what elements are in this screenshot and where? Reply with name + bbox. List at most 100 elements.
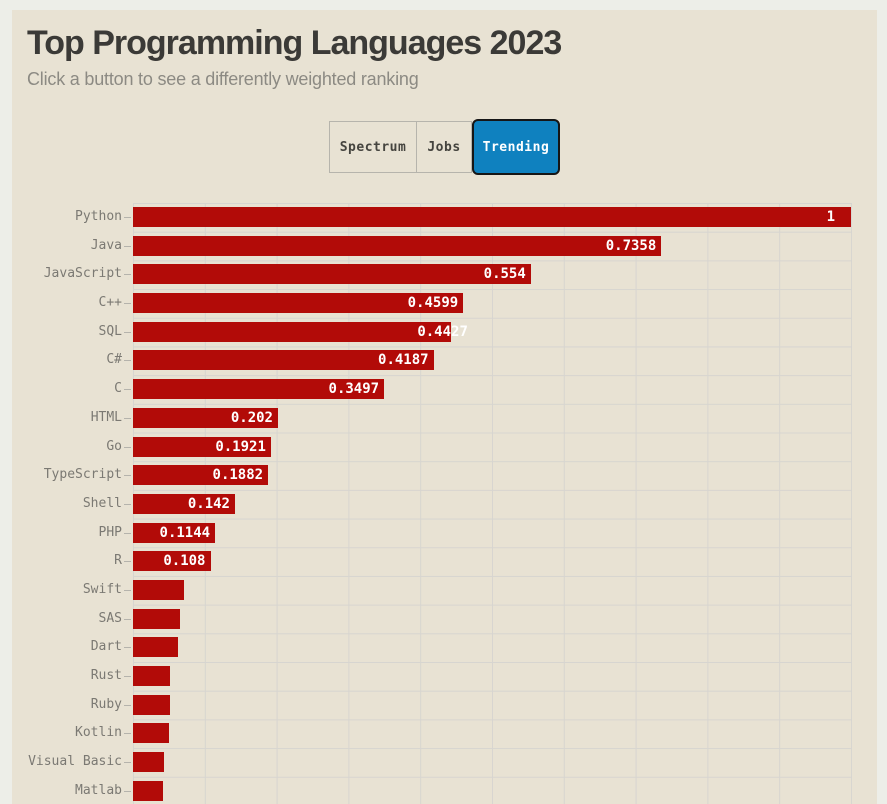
axis-tick-mark (124, 475, 131, 477)
bar-sas (133, 608, 181, 629)
chart-row-html: HTML 0.202 (91, 404, 852, 433)
axis-tick-mark (124, 417, 131, 419)
y-axis-label: Visual Basic (28, 754, 122, 770)
axis-tick-mark (124, 446, 131, 448)
bar-matlab (133, 780, 164, 801)
chart-row-go: Go 0.1921 (106, 433, 852, 462)
axis-tick-mark (124, 532, 131, 534)
y-axis-label: Python (75, 209, 122, 224)
bar-javascript: 0.554 (133, 264, 531, 285)
y-axis-label: C (114, 381, 122, 397)
axis-tick-mark (124, 733, 131, 735)
axis-tick-mark (124, 790, 131, 792)
page-title: Top Programming Languages 2023 (27, 24, 562, 62)
y-axis-label: Shell (82, 495, 122, 511)
axis-tick-mark (124, 303, 131, 305)
weighting-button-group: Spectrum Jobs Trending (12, 119, 877, 175)
y-axis-label: Ruby (90, 696, 122, 712)
chart-row-python: Python 1 (75, 203, 852, 232)
chart-row-c: C 0.3497 (114, 375, 852, 404)
chart-row-c: C# 0.4187 (106, 346, 852, 375)
y-axis-label: TypeScript (43, 467, 122, 483)
page-subtitle: Click a button to see a differently weig… (27, 69, 419, 89)
bar-value-label: 1 (826, 209, 835, 225)
unselected-buttons: Spectrum Jobs (328, 121, 472, 173)
y-axis-label: PHP (98, 524, 122, 540)
bar-java: 0.7358 (133, 235, 662, 256)
y-axis-label: HTML (90, 409, 122, 425)
spectrum-button[interactable]: Spectrum (328, 121, 418, 173)
axis-tick-mark (124, 618, 131, 620)
bar-rust (133, 666, 171, 686)
bar-kotlin (133, 723, 169, 744)
y-axis-label: Rust (90, 668, 122, 683)
bar-r: 0.108 (133, 551, 211, 572)
y-axis-label: Dart (90, 639, 122, 655)
bar-go: 0.1921 (133, 436, 271, 457)
chart-row-ruby: Ruby (91, 691, 852, 720)
y-axis-label: Go (106, 438, 122, 454)
y-axis-label: Matlab (75, 782, 122, 798)
chart-row-shell: Shell 0.142 (83, 490, 852, 519)
chart-row-sql: SQL 0.4427 (99, 318, 852, 347)
bar-dart (133, 637, 178, 658)
axis-tick-mark (124, 389, 131, 391)
axis-tick-mark (124, 676, 131, 677)
y-axis-label: Java (90, 237, 122, 253)
axis-tick-mark (124, 245, 131, 247)
bar-python: 1 (133, 207, 851, 227)
bar-visual-basic (133, 752, 164, 773)
y-axis-label: SQL (98, 323, 122, 339)
bar-c: 0.4599 (133, 293, 464, 314)
y-axis-label: C# (106, 352, 122, 368)
axis-tick-mark (124, 217, 131, 218)
page-content: Top Programming Languages 2023 Click a b… (12, 10, 877, 804)
axis-tick-mark (124, 704, 131, 706)
chart-row-c: C++ 0.4599 (99, 289, 852, 318)
bar-sql: 0.4427 (133, 321, 468, 342)
chart-row-rust: Rust (91, 662, 852, 691)
bar-value-label: 0.4187 (378, 352, 429, 369)
axis-tick-mark (124, 503, 131, 505)
axis-tick-mark (124, 331, 131, 333)
chart-row-typescript: TypeScript 0.1882 (44, 461, 852, 490)
bar-php: 0.1144 (133, 522, 216, 543)
y-axis-label: C++ (98, 295, 122, 311)
bar-ruby (133, 694, 170, 715)
bar-value-label: 0.1921 (215, 438, 266, 455)
chart-row-java: Java 0.7358 (91, 232, 852, 261)
bar-value-label: 0.4427 (417, 323, 468, 340)
axis-tick-mark (124, 589, 131, 591)
chart-row-javascript: JavaScript 0.554 (44, 260, 852, 289)
axis-tick-mark (124, 561, 131, 563)
axis-tick-mark (124, 360, 131, 362)
bar-value-label: 0.1882 (212, 467, 264, 484)
bar-value-label: 0.554 (483, 266, 526, 283)
bar-value-label: 0.1144 (159, 524, 211, 541)
bar-value-label: 0.202 (230, 409, 273, 426)
bar-value-label: 0.4599 (407, 295, 459, 312)
chart-row-visual-basic: Visual Basic (28, 748, 852, 777)
bar-value-label: 0.3497 (328, 381, 380, 398)
bar-value-label: 0.108 (163, 553, 206, 570)
chart-rows: Python 1 Java 0.7358 JavaScript 0.554 C++ 0.459… (28, 203, 852, 804)
axis-tick-mark (124, 647, 131, 649)
axis-tick-mark (124, 762, 131, 764)
bar-value-label: 0.7358 (605, 237, 657, 254)
chart-row-r: R 0.108 (114, 547, 852, 576)
chart-row-swift: Swift (83, 576, 852, 605)
axis-tick-mark (124, 274, 131, 276)
bar-value-label: 0.142 (187, 495, 230, 512)
chart-row-dart: Dart (91, 633, 852, 662)
jobs-button[interactable]: Jobs (417, 121, 472, 173)
chart-row-sas: SAS (99, 605, 852, 634)
header: Top Programming Languages 2023 Click a b… (12, 10, 877, 91)
bar-shell: 0.142 (133, 493, 235, 514)
chart-row-matlab: Matlab (75, 777, 852, 804)
y-axis-label: Swift (82, 581, 122, 597)
bar-typescript: 0.1882 (133, 465, 269, 486)
bar-c: 0.3497 (133, 379, 385, 400)
chart-row-kotlin: Kotlin (75, 719, 852, 748)
y-axis-label: SAS (98, 610, 122, 626)
trending-button[interactable]: Trending (471, 119, 561, 175)
